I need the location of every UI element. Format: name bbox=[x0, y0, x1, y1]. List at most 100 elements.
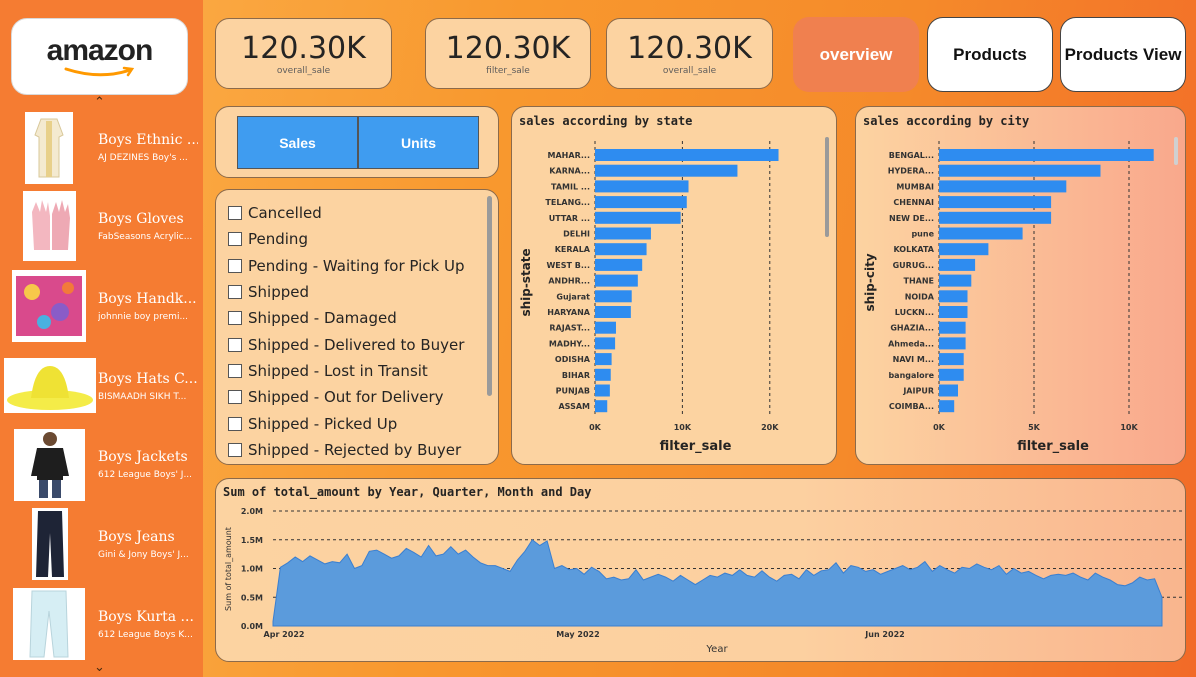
y-tick-label: CHENNAI bbox=[893, 198, 934, 207]
bar bbox=[939, 227, 1023, 240]
product-desc: AJ DEZINES Boy's ... bbox=[98, 153, 188, 163]
checkbox[interactable] bbox=[228, 442, 242, 457]
kpi-label: overall_sale bbox=[662, 65, 717, 76]
bar bbox=[939, 196, 1052, 209]
overview-button[interactable]: overview bbox=[793, 17, 919, 92]
bar bbox=[939, 164, 1101, 177]
y-tick-label: Gujarat bbox=[556, 292, 590, 301]
y-tick-label: ODISHA bbox=[555, 355, 591, 364]
status-slicer: Cancelled Pending Pending - Waiting for Pi… bbox=[215, 189, 499, 465]
products-view-button[interactable]: Products View bbox=[1060, 17, 1186, 92]
gloves-thumbnail bbox=[23, 191, 76, 261]
bar bbox=[595, 400, 608, 413]
status-option[interactable]: Shipped bbox=[228, 279, 464, 305]
y-tick-label: GURUG... bbox=[893, 261, 934, 270]
city-bar-chart: 0K 5K 10K BENGAL... HYDERA... MUMBAI CHENNAI NE… bbox=[863, 141, 1154, 454]
y-tick-label: Ahmeda... bbox=[888, 339, 934, 348]
area-series bbox=[272, 539, 1163, 627]
product-item[interactable]: Boys Ethnic ... AJ DEZINES Boy's ... bbox=[0, 110, 203, 188]
slicer-scrollbar[interactable] bbox=[487, 196, 492, 396]
status-option[interactable]: Shipped - Rejected by Buyer bbox=[228, 437, 464, 463]
scroll-down-icon[interactable]: ⌄ bbox=[94, 660, 105, 675]
y-tick-label: THANE bbox=[903, 277, 934, 286]
x-axis-title: Year bbox=[705, 644, 728, 655]
x-tick-label: 5K bbox=[1028, 423, 1041, 432]
y-tick-label: TAMIL ... bbox=[551, 182, 590, 191]
status-option[interactable]: Pending - Waiting for Pick Up bbox=[228, 253, 464, 279]
y-tick-label: RAJAST... bbox=[549, 324, 590, 333]
product-name: Boys Jackets bbox=[98, 449, 188, 465]
y-tick-label: HARYANA bbox=[547, 308, 591, 317]
checkbox[interactable] bbox=[228, 232, 242, 247]
trend-chart-card: Sum of total_amount by Year, Quarter, Mo… bbox=[215, 478, 1186, 662]
x-axis-title: filter_sale bbox=[1017, 439, 1089, 454]
status-option[interactable]: Shipped - Delivered to Buyer bbox=[228, 331, 464, 357]
kpi-label: filter_sale bbox=[486, 65, 530, 76]
bar bbox=[939, 384, 958, 397]
kpi-label: overall_sale bbox=[276, 65, 331, 76]
product-item[interactable]: Boys Jeans Gini & Jony Boys' J... bbox=[0, 506, 203, 584]
chart-scrollbar[interactable] bbox=[1174, 137, 1178, 165]
y-tick-label: HYDERA... bbox=[888, 167, 934, 176]
product-desc: 612 League Boys K... bbox=[98, 630, 193, 640]
product-item[interactable]: Boys Kurta ... 612 League Boys K... bbox=[0, 586, 203, 664]
y-tick-label: NAVI M... bbox=[893, 355, 934, 364]
product-item[interactable]: Boys Handk... johnnie boy premi... bbox=[0, 268, 203, 346]
y-tick-label: pune bbox=[911, 230, 934, 239]
units-toggle-button[interactable]: Units bbox=[358, 116, 479, 169]
y-tick-label: BIHAR bbox=[562, 371, 590, 380]
product-name: Boys Hats C... bbox=[98, 371, 198, 387]
x-axis-title: filter_sale bbox=[660, 439, 732, 454]
checkbox[interactable] bbox=[228, 285, 242, 300]
product-item[interactable]: Boys Gloves FabSeasons Acrylic... bbox=[0, 189, 203, 267]
product-name: Boys Handk... bbox=[98, 291, 197, 307]
checkbox[interactable] bbox=[228, 416, 242, 431]
checkbox[interactable] bbox=[228, 390, 242, 405]
status-label: Shipped - Picked Up bbox=[248, 414, 398, 433]
y-tick-label: bangalore bbox=[888, 371, 934, 380]
y-tick-label: 0.0M bbox=[241, 622, 263, 631]
x-tick-label: 0K bbox=[589, 423, 602, 432]
y-tick-label: LUCKN... bbox=[895, 308, 934, 317]
chart-title: sales according by city bbox=[863, 114, 1030, 128]
y-axis-title: ship-state bbox=[519, 248, 533, 316]
y-tick-label: KARNA... bbox=[549, 167, 590, 176]
checkbox[interactable] bbox=[228, 206, 242, 221]
jeans-thumbnail bbox=[32, 508, 68, 580]
chart-title: Sum of total_amount by Year, Quarter, Mo… bbox=[223, 485, 592, 499]
bar bbox=[595, 164, 738, 177]
status-option[interactable]: Shipped - Picked Up bbox=[228, 410, 464, 436]
y-tick-label: BENGAL... bbox=[889, 151, 934, 160]
product-desc: 612 League Boys' J... bbox=[98, 470, 193, 480]
bar bbox=[939, 258, 976, 271]
status-label: Shipped - Delivered to Buyer bbox=[248, 335, 465, 354]
bar bbox=[595, 227, 651, 240]
y-tick-label: JAIPUR bbox=[902, 387, 934, 396]
status-label: Shipped bbox=[248, 283, 309, 302]
y-tick-label: 1.5M bbox=[241, 536, 263, 545]
product-item[interactable]: Boys Hats C... BISMAADH SIKH T... bbox=[0, 348, 203, 426]
status-option[interactable]: Pending bbox=[228, 226, 464, 252]
checkbox[interactable] bbox=[228, 258, 242, 273]
product-sidebar: amazon ⌃ Boys Ethnic ... AJ DEZINES Boy'… bbox=[0, 0, 203, 677]
ethnic-wear-thumbnail bbox=[25, 112, 73, 184]
product-name: Boys Ethnic ... bbox=[98, 132, 198, 148]
bar bbox=[939, 180, 1067, 193]
checkbox[interactable] bbox=[228, 311, 242, 326]
status-option[interactable]: Shipped - Out for Delivery bbox=[228, 384, 464, 410]
product-desc: BISMAADH SIKH T... bbox=[98, 392, 187, 402]
checkbox[interactable] bbox=[228, 363, 242, 378]
status-option[interactable]: Cancelled bbox=[228, 200, 464, 226]
status-option[interactable]: Shipped - Lost in Transit bbox=[228, 358, 464, 384]
status-option[interactable]: Shipped - Damaged bbox=[228, 305, 464, 331]
checkbox[interactable] bbox=[228, 337, 242, 352]
product-item[interactable]: Boys Jackets 612 League Boys' J... bbox=[0, 427, 203, 505]
bar bbox=[939, 243, 989, 256]
chart-scrollbar[interactable] bbox=[825, 137, 829, 237]
city-chart-card: sales according by city 0K 5K 10K BENGAL...… bbox=[855, 106, 1186, 465]
sales-toggle-button[interactable]: Sales bbox=[237, 116, 358, 169]
products-button[interactable]: Products bbox=[927, 17, 1053, 92]
y-tick-label: NOIDA bbox=[905, 292, 935, 301]
scroll-up-icon[interactable]: ⌃ bbox=[94, 95, 105, 110]
bar bbox=[939, 337, 966, 350]
